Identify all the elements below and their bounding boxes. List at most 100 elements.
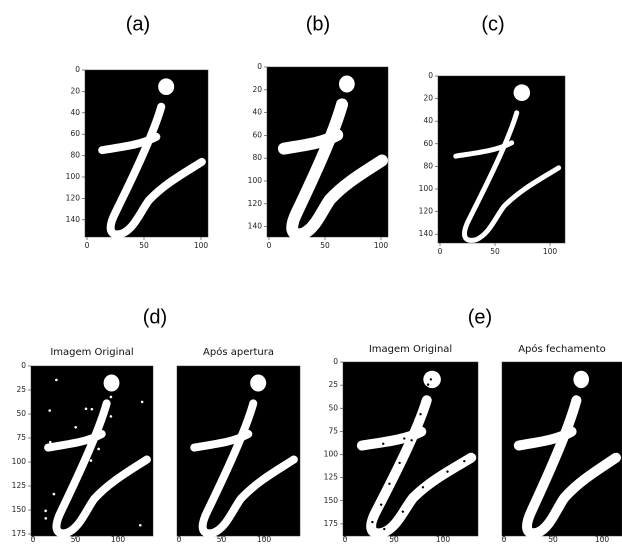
dot [104, 375, 120, 392]
y-tick-label: 0 [257, 62, 262, 71]
y-tick-label: 100 [419, 184, 434, 193]
y-tick-label: 125 [12, 481, 27, 490]
noise [427, 383, 429, 385]
noise [44, 510, 47, 513]
panel-label: (d) [143, 306, 167, 328]
y-tick-label: 125 [324, 473, 339, 482]
y-tick-label: 0 [333, 357, 338, 366]
noise [67, 494, 70, 497]
y-tick-label: 0 [21, 361, 26, 370]
noise [141, 401, 144, 404]
y-tick-label: 150 [324, 496, 339, 505]
y-tick-label: 0 [428, 71, 433, 80]
y-tick-label: 60 [252, 130, 262, 139]
y-tick-label: 80 [252, 153, 262, 162]
y-tick-label: 100 [66, 172, 81, 181]
noise [54, 526, 57, 529]
x-tick-label: 50 [217, 535, 227, 544]
noise [410, 439, 412, 441]
y-tick-label: 80 [70, 151, 80, 160]
x-tick-label: 100 [595, 535, 610, 544]
y-tick-label: 20 [252, 85, 262, 94]
noise [53, 493, 56, 496]
x-tick-label: 0 [267, 241, 272, 250]
noise [96, 423, 99, 426]
dot [250, 375, 266, 392]
y-tick-label: 40 [70, 108, 80, 117]
y-tick-label: 25 [16, 385, 26, 394]
y-tick-label: 20 [70, 86, 80, 95]
y-tick-label: 50 [16, 409, 26, 418]
x-tick-label: 50 [490, 247, 500, 256]
noise [388, 483, 390, 485]
noise [97, 448, 100, 451]
y-tick-label: 100 [248, 176, 263, 185]
noise [383, 528, 385, 530]
noise [139, 524, 142, 527]
x-tick-label: 100 [436, 535, 451, 544]
noise [84, 451, 87, 454]
noise [85, 407, 88, 410]
y-tick-label: 140 [248, 222, 263, 231]
x-tick-label: 100 [111, 535, 126, 544]
y-tick-label: 50 [328, 403, 338, 412]
noise [382, 443, 384, 445]
dot [339, 76, 355, 93]
noise [82, 458, 85, 461]
y-tick-label: 140 [419, 229, 434, 238]
dot [158, 78, 174, 95]
x-tick-label: 50 [139, 241, 149, 250]
subplot-title: Imagem Original [50, 347, 133, 358]
y-tick-label: 25 [328, 380, 338, 389]
subplot-title: Após apertura [203, 346, 274, 358]
subplot-title: Imagem Original [369, 344, 452, 355]
noise [419, 413, 421, 415]
noise [371, 521, 373, 523]
noise [430, 378, 432, 380]
x-tick-label: 0 [177, 535, 182, 544]
y-tick-label: 150 [12, 505, 27, 514]
noise [91, 408, 94, 411]
noise [446, 470, 448, 472]
noise [74, 426, 77, 429]
dot [573, 371, 589, 388]
noise [101, 436, 104, 439]
noise [380, 503, 382, 505]
y-tick-label: 75 [328, 426, 338, 435]
x-tick-label: 100 [374, 241, 389, 250]
x-tick-label: 100 [194, 241, 209, 250]
noise [108, 383, 111, 386]
y-tick-label: 80 [423, 161, 433, 170]
panel-label: (e) [468, 306, 492, 328]
y-tick-label: 20 [423, 94, 433, 103]
x-tick-label: 50 [320, 241, 330, 250]
x-tick-label: 0 [31, 535, 36, 544]
y-tick-label: 75 [16, 433, 26, 442]
y-tick-label: 120 [66, 193, 81, 202]
noise [110, 396, 113, 399]
noise [55, 379, 58, 382]
y-tick-label: 175 [12, 529, 27, 538]
x-tick-label: 0 [438, 247, 443, 256]
y-tick-label: 140 [66, 215, 81, 224]
y-tick-label: 120 [248, 199, 263, 208]
panel-label: (b) [306, 13, 330, 35]
x-tick-label: 0 [85, 241, 90, 250]
figure: (a)020406080100120140050100(b)0204060801… [0, 0, 622, 544]
x-tick-label: 0 [343, 535, 348, 544]
x-tick-label: 100 [257, 535, 272, 544]
x-tick-label: 50 [71, 535, 81, 544]
noise [463, 460, 465, 462]
noise [403, 437, 405, 439]
noise [110, 415, 113, 418]
y-tick-label: 60 [70, 129, 80, 138]
noise [90, 459, 93, 462]
noise [398, 462, 400, 464]
x-tick-label: 0 [502, 535, 507, 544]
y-tick-label: 100 [324, 450, 339, 459]
x-tick-label: 100 [543, 247, 558, 256]
y-tick-label: 60 [423, 139, 433, 148]
noise [402, 510, 404, 512]
panel-label: (a) [126, 13, 150, 35]
y-tick-label: 120 [419, 207, 434, 216]
